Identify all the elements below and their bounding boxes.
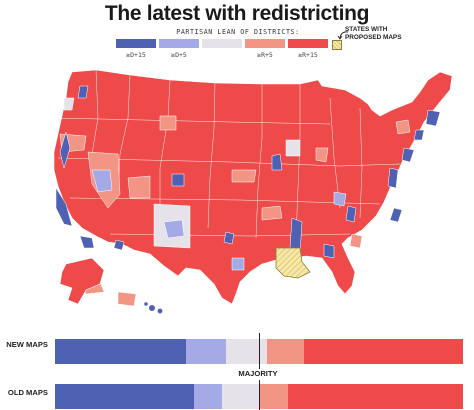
continental-us-shape: [53, 69, 453, 305]
new-seg-r5: [267, 339, 304, 364]
old-maps-label: OLD MAPS: [7, 388, 48, 397]
proposed-arrow-icon: [337, 31, 349, 40]
page-title: The latest with redistricting: [104, 2, 370, 25]
new-maps-bar: [55, 339, 463, 364]
legend-swatch-d15: [116, 39, 156, 48]
majority-line-bottom: [259, 380, 260, 410]
new-seg-r15: [303, 339, 463, 364]
old-maps-bar: [55, 384, 463, 409]
legend-labels: ≥D+15 ≥D+5 ≥R+5 ≥R+15: [116, 51, 328, 59]
alaska-shape: [59, 257, 105, 305]
majority-line-top: [259, 333, 260, 369]
legend-label-r5: ≥R+5: [257, 51, 273, 59]
louisiana-proposed-map: [275, 247, 311, 279]
old-seg-r5: [258, 384, 288, 409]
old-seg-d5: [193, 384, 223, 409]
legend-label-d5: ≥D+5: [171, 51, 187, 59]
proposed-maps-swatch: [332, 40, 342, 50]
majority-label: MAJORITY: [238, 369, 278, 378]
legend-label-d15: ≥D+15: [126, 51, 146, 59]
legend-swatch-tossup: [202, 39, 242, 48]
state-borders: [55, 69, 401, 239]
legend-swatch-d5: [159, 39, 199, 48]
new-seg-d15: [55, 339, 186, 364]
us-map-svg: [53, 69, 453, 314]
hawaii-shape: [144, 302, 163, 314]
strong-d-districts: [55, 85, 441, 259]
proposed-maps-label: STATES WITH PROPOSED MAPS: [345, 26, 402, 41]
new-seg-d5: [185, 339, 227, 364]
old-seg-r15: [287, 384, 463, 409]
old-seg-tossup: [222, 384, 259, 409]
lean-d-districts: [91, 169, 347, 271]
legend-swatch-r5: [245, 39, 285, 48]
old-seg-d15: [55, 384, 194, 409]
new-maps-label: NEW MAPS: [6, 340, 48, 349]
legend-swatch-r15: [288, 39, 328, 48]
us-district-map: [0, 58, 474, 320]
new-seg-tossup: [226, 339, 268, 364]
legend-swatches: [116, 39, 328, 49]
legend-title: PARTISAN LEAN OF DISTRICTS:: [176, 28, 300, 36]
legend-label-r15: ≥R+15: [298, 51, 318, 59]
